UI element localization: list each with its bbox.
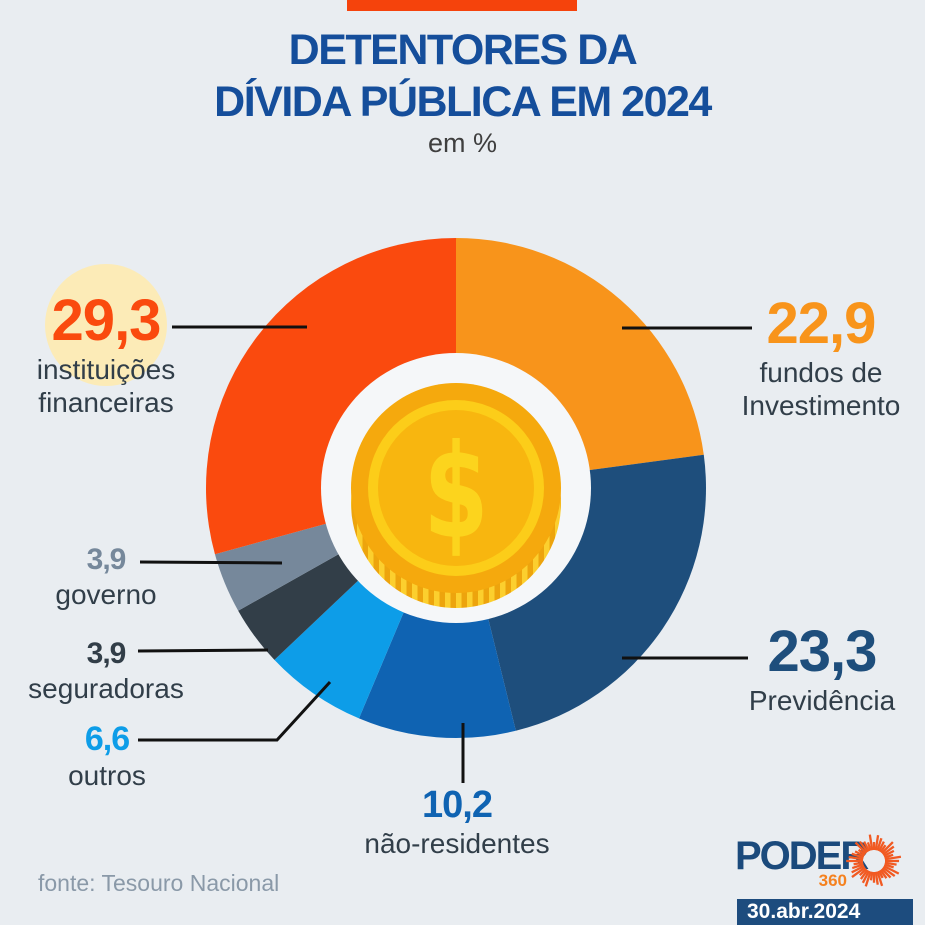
value-governo: 3,9 bbox=[86, 543, 127, 576]
callout-instituicoes-financeiras: 29,3 instituições financeiras bbox=[37, 292, 176, 419]
callout-seguradoras: 3,9 seguradoras bbox=[28, 639, 184, 705]
label-nao-residentes: não-residentes bbox=[364, 828, 550, 859]
callout-previdencia: 23,3 Previdência bbox=[749, 623, 895, 717]
value-instituicoes-financeiras: 29,3 bbox=[51, 288, 162, 353]
callout-fundos-de-investimento: 22,9 fundos de Investimento bbox=[742, 295, 901, 422]
date-badge-text: 30.abr.2024 bbox=[747, 900, 861, 923]
subtitle: em % bbox=[427, 128, 498, 158]
value-fundos-de-investimento: 22,9 bbox=[766, 291, 877, 356]
accent-bar bbox=[347, 0, 577, 11]
source-note: fonte: Tesouro Nacional bbox=[38, 870, 280, 896]
poder360-wordmark: PODER bbox=[735, 834, 869, 878]
poder360-sunburst-icon bbox=[846, 834, 902, 887]
dollar-sign-glyph: $ bbox=[423, 416, 488, 567]
callout-nao-residentes: 10,2 não-residentes bbox=[364, 786, 549, 860]
page-title: DETENTORES DA DÍVIDA PÚBLICA EM 2024 bbox=[0, 24, 925, 128]
value-previdencia: 23,3 bbox=[767, 619, 878, 684]
title-line-2: DÍVIDA PÚBLICA EM 2024 bbox=[214, 78, 712, 126]
title-line-1: DETENTORES DA bbox=[288, 26, 638, 74]
highlight-circle bbox=[45, 264, 167, 386]
label-outros: outros bbox=[68, 760, 146, 791]
callout-governo: 3,9 governo bbox=[55, 545, 156, 611]
label-instituicoes-financeiras: instituições financeiras bbox=[36, 354, 176, 418]
value-outros: 6,6 bbox=[84, 720, 130, 758]
label-previdencia: Previdência bbox=[748, 685, 896, 716]
value-seguradoras: 3,9 bbox=[86, 637, 127, 670]
callout-outros: 6,6 outros bbox=[68, 722, 146, 792]
label-fundos-de-investimento: fundos de Investimento bbox=[741, 357, 901, 421]
poder360-360-label: 360 bbox=[818, 871, 847, 890]
date-badge: 30.abr.2024 bbox=[737, 899, 913, 925]
value-nao-residentes: 10,2 bbox=[422, 784, 493, 826]
label-governo: governo bbox=[55, 579, 157, 610]
label-seguradoras: seguradoras bbox=[28, 673, 184, 704]
